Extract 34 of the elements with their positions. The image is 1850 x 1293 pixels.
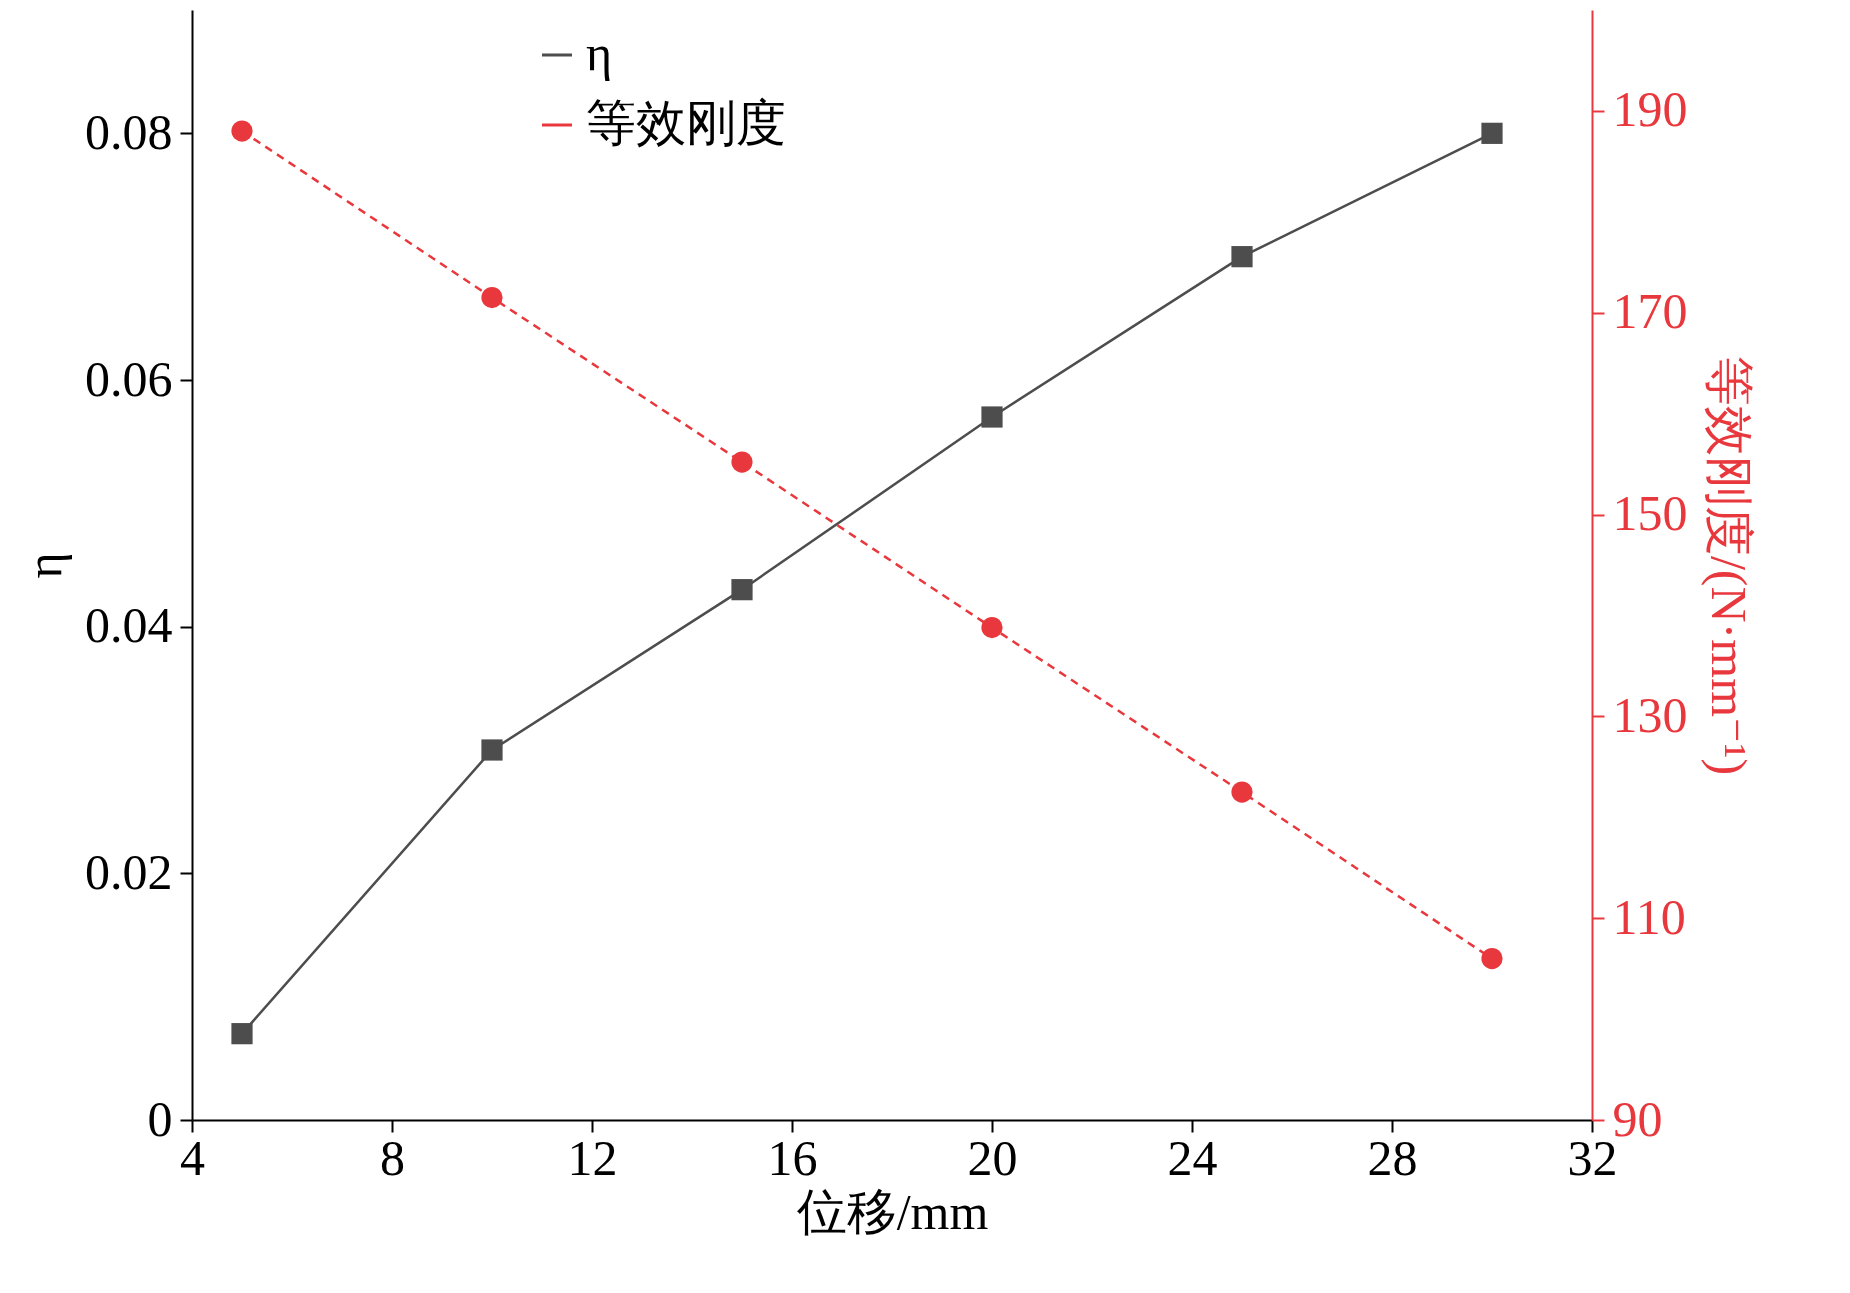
- point: [981, 406, 1003, 428]
- point: [981, 616, 1003, 639]
- y-tick-label: 0.02: [85, 843, 173, 900]
- point: [231, 1023, 253, 1045]
- point: [731, 579, 753, 601]
- y2-tick-label: 150: [1612, 485, 1688, 542]
- x-tick-label: 8: [380, 1129, 405, 1186]
- y2-tick-label: 130: [1612, 686, 1688, 743]
- x-tick-label: 28: [1367, 1129, 1418, 1186]
- y2-tick-label: 110: [1612, 888, 1686, 945]
- y-tick-label: 0.04: [85, 597, 173, 654]
- y-tick-label: 0: [147, 1090, 173, 1147]
- point: [1231, 246, 1253, 268]
- y-tick-label: 0.08: [85, 103, 173, 160]
- point: [1481, 947, 1503, 970]
- x-axis-title: 位移/mm: [796, 1183, 989, 1240]
- point: [231, 120, 253, 142]
- y-axis-title: η: [16, 552, 72, 579]
- x-tick-label: 16: [767, 1129, 818, 1186]
- x-tick-label: 20: [967, 1129, 1018, 1186]
- point: [1481, 122, 1503, 144]
- legend-label: η: [586, 25, 613, 81]
- x-tick-label: 12: [567, 1129, 618, 1186]
- point: [731, 451, 753, 473]
- point: [1231, 781, 1253, 803]
- y2-tick-label: 170: [1612, 283, 1688, 340]
- y-tick-label: 0.06: [85, 350, 173, 407]
- legend-label: 等效刚度: [586, 95, 786, 151]
- y2-tick-label: 190: [1612, 81, 1688, 138]
- point: [481, 287, 503, 309]
- x-tick-label: 24: [1167, 1129, 1218, 1186]
- point: [481, 739, 503, 761]
- x-tick-label: 4: [180, 1129, 205, 1186]
- y2-axis-title: 等效刚度/(N·mm⁻¹): [1700, 355, 1757, 776]
